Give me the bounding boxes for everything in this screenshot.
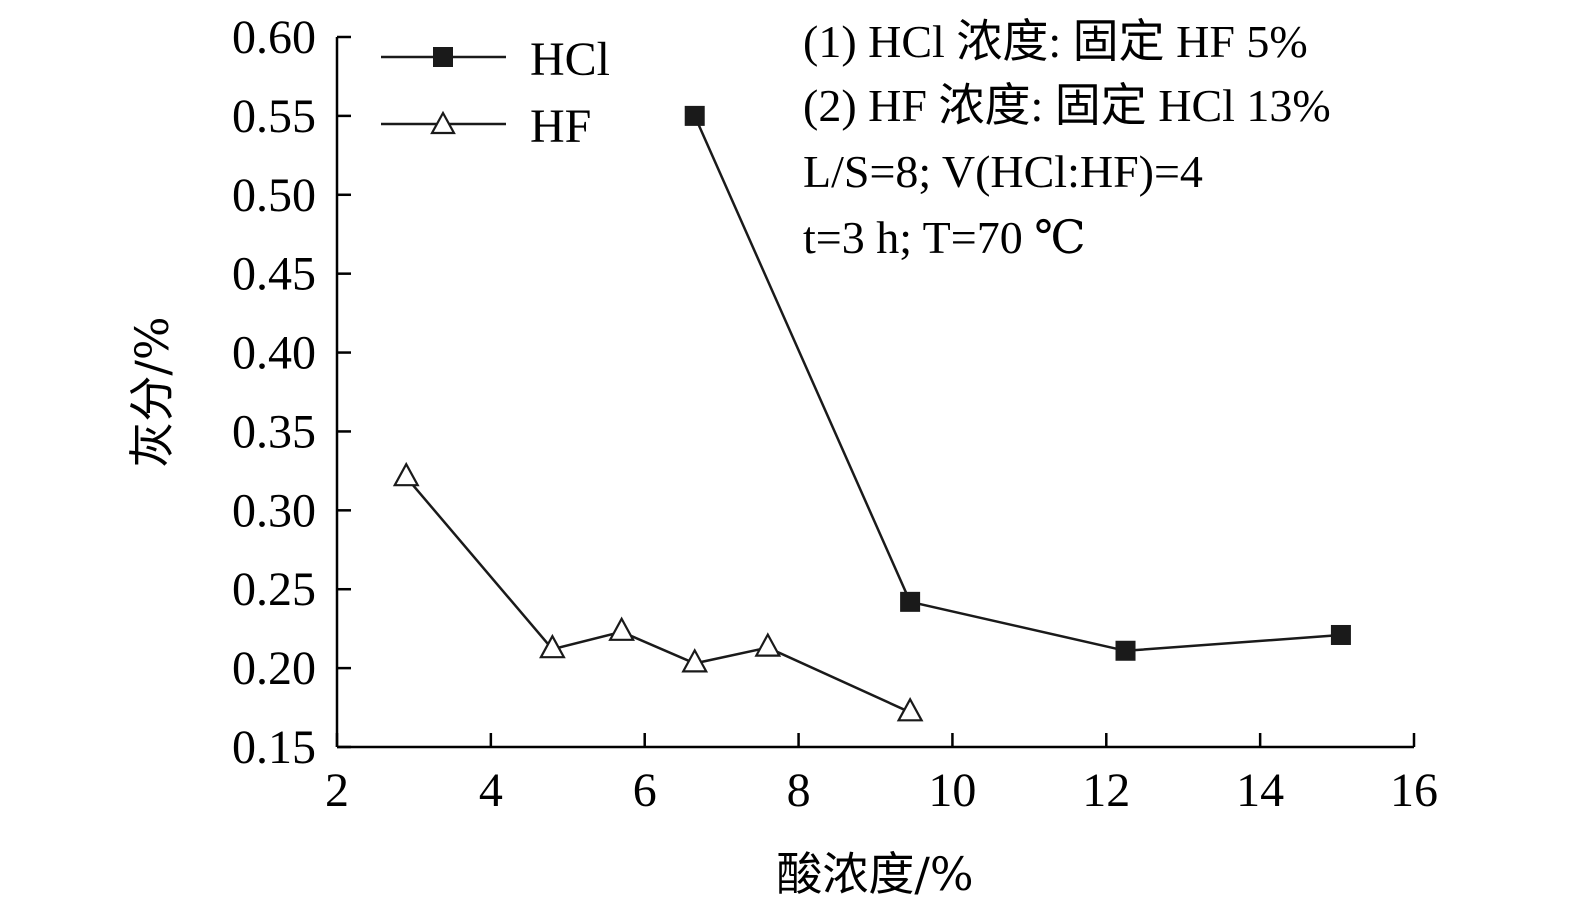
annotation-line-4: t=3 h; T=70 ℃ (803, 212, 1086, 263)
data-point-hf (392, 461, 420, 487)
x-ticks: 2 4 6 8 10 12 14 16 (325, 733, 1438, 817)
y-tick-label: 0.55 (232, 90, 316, 143)
legend: HCl HF (381, 33, 610, 153)
data-point-hf (754, 632, 782, 657)
x-tick-label: 14 (1236, 764, 1284, 817)
data-point-hf (681, 648, 709, 673)
y-tick-label: 0.40 (232, 327, 316, 380)
x-tick-label: 12 (1082, 764, 1130, 817)
y-tick-label: 0.60 (232, 11, 316, 64)
x-tick-label: 8 (787, 764, 811, 817)
x-tick-label: 4 (479, 764, 503, 817)
series-line-hf (405, 476, 911, 714)
annotation-line-1: (1) HCl 浓度: 固定 HF 5% (803, 16, 1308, 67)
y-tick-label: 0.50 (232, 169, 316, 222)
legend-label-hcl: HCl (530, 33, 610, 86)
legend-item-hf: HF (381, 100, 591, 153)
data-point-hcl (900, 591, 921, 612)
legend-marker-hcl (433, 47, 453, 67)
legend-marker-hf (430, 110, 456, 135)
y-tick-label: 0.15 (232, 721, 316, 774)
x-axis-title: 酸浓度/% (776, 847, 973, 901)
data-point-hcl (1115, 640, 1136, 661)
series-line-hcl (693, 115, 1341, 653)
x-tick-label: 6 (633, 764, 657, 817)
annotation-block: (1) HCl 浓度: 固定 HF 5% (2) HF 浓度: 固定 HCl 1… (803, 16, 1331, 263)
data-point-hf (608, 616, 635, 641)
y-tick-label: 0.45 (232, 248, 316, 301)
y-tick-label: 0.20 (232, 642, 316, 695)
y-tick-label: 0.25 (232, 563, 316, 616)
data-point-hcl (1330, 624, 1351, 645)
x-tick-label: 2 (325, 764, 349, 817)
data-point-hf (896, 696, 924, 722)
y-tick-label: 0.30 (232, 484, 316, 537)
data-point-hcl (684, 105, 705, 126)
y-ticks: 0.15 0.20 0.25 0.30 0.35 0.40 0.45 0.50 0.55 0.60 (232, 11, 351, 774)
annotation-line-2: (2) HF 浓度: 固定 HCl 13% (803, 80, 1331, 131)
axes (335, 37, 1414, 749)
y-tick-label: 0.35 (232, 405, 316, 458)
data-point-hf (539, 633, 566, 659)
x-tick-label: 16 (1390, 764, 1438, 817)
annotation-line-3: L/S=8; V(HCl:HF)=4 (803, 146, 1203, 197)
y-axis-title: 灰分/% (125, 316, 179, 467)
legend-item-hcl: HCl (381, 33, 610, 86)
series-group (392, 105, 1351, 722)
x-tick-label: 10 (928, 764, 976, 817)
legend-label-hf: HF (530, 100, 591, 153)
